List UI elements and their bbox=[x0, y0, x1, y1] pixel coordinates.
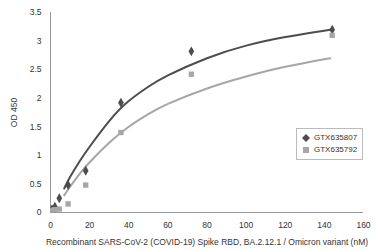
svg-text:1: 1 bbox=[37, 150, 42, 160]
svg-text:OD 450: OD 450 bbox=[9, 98, 19, 128]
svg-text:80: 80 bbox=[202, 220, 212, 230]
svg-text:160: 160 bbox=[356, 220, 370, 230]
svg-text:40: 40 bbox=[124, 220, 134, 230]
svg-text:120: 120 bbox=[278, 220, 292, 230]
svg-text:1.5: 1.5 bbox=[30, 122, 42, 132]
svg-text:2: 2 bbox=[37, 93, 42, 103]
html-text:GTX635792: GTX635792 bbox=[314, 145, 358, 154]
svg-text:0: 0 bbox=[48, 220, 53, 230]
svg-text:0.5: 0.5 bbox=[30, 179, 42, 189]
svg-text:Recombinant SARS-CoV-2 (COVID-: Recombinant SARS-CoV-2 (COVID-19) Spike … bbox=[46, 237, 368, 247]
svg-text:140: 140 bbox=[317, 220, 331, 230]
svg-text:0: 0 bbox=[37, 207, 42, 217]
svg-text:3: 3 bbox=[37, 36, 42, 46]
svg-text:2.5: 2.5 bbox=[30, 64, 42, 74]
svg-text:100: 100 bbox=[239, 220, 253, 230]
svg-text:3.5: 3.5 bbox=[30, 7, 42, 17]
svg-text:20: 20 bbox=[85, 220, 95, 230]
svg-text:60: 60 bbox=[163, 220, 173, 230]
html-text:GTX635807: GTX635807 bbox=[314, 133, 358, 142]
